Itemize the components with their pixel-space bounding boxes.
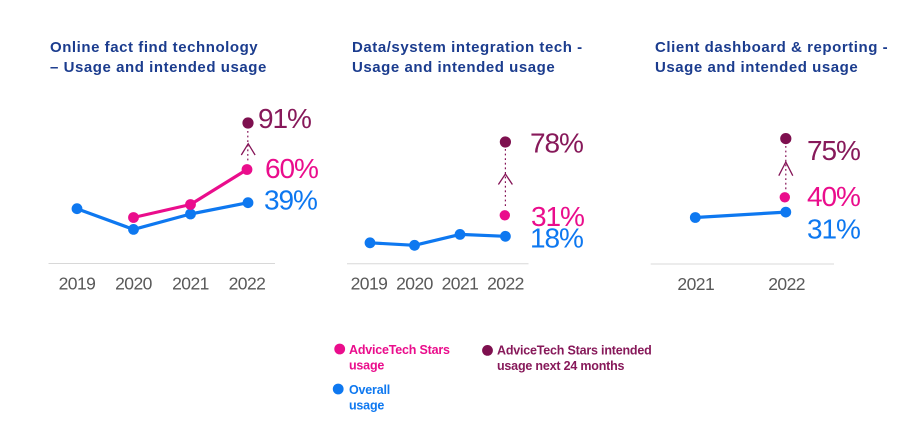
svg-text:usage: usage [349, 359, 384, 373]
svg-text:2021: 2021 [442, 274, 479, 294]
svg-text:60%: 60% [265, 153, 318, 184]
svg-text:2022: 2022 [487, 274, 524, 294]
svg-text:Usage and intended usage: Usage and intended usage [352, 59, 555, 76]
svg-text:AdviceTech Stars: AdviceTech Stars [349, 343, 450, 357]
svg-text:2022: 2022 [768, 274, 805, 294]
svg-text:– Usage and intended usage: – Usage and intended usage [50, 59, 267, 76]
svg-text:2020: 2020 [115, 274, 153, 294]
svg-text:2021: 2021 [172, 274, 209, 294]
svg-text:2020: 2020 [396, 274, 434, 294]
svg-text:2019: 2019 [351, 274, 388, 294]
svg-text:40%: 40% [807, 181, 860, 212]
svg-text:31%: 31% [807, 214, 860, 245]
svg-text:Client dashboard & reporting -: Client dashboard & reporting - [655, 39, 888, 56]
svg-text:31%: 31% [531, 201, 584, 232]
svg-text:AdviceTech Stars intended: AdviceTech Stars intended [497, 344, 652, 358]
svg-text:Online fact find technology: Online fact find technology [50, 39, 258, 56]
svg-text:Data/system integration tech -: Data/system integration tech - [352, 39, 583, 56]
svg-text:Overall: Overall [349, 383, 390, 397]
svg-text:2022: 2022 [229, 274, 266, 294]
svg-text:usage: usage [349, 399, 384, 413]
svg-text:91%: 91% [258, 103, 311, 134]
svg-text:78%: 78% [530, 127, 583, 158]
svg-text:39%: 39% [264, 185, 317, 216]
svg-text:75%: 75% [807, 135, 860, 166]
svg-text:18%: 18% [530, 223, 583, 254]
svg-text:2021: 2021 [677, 274, 714, 294]
svg-text:usage next 24 months: usage next 24 months [497, 359, 625, 373]
svg-text:2019: 2019 [59, 274, 96, 294]
svg-text:Usage and intended usage: Usage and intended usage [655, 59, 858, 76]
